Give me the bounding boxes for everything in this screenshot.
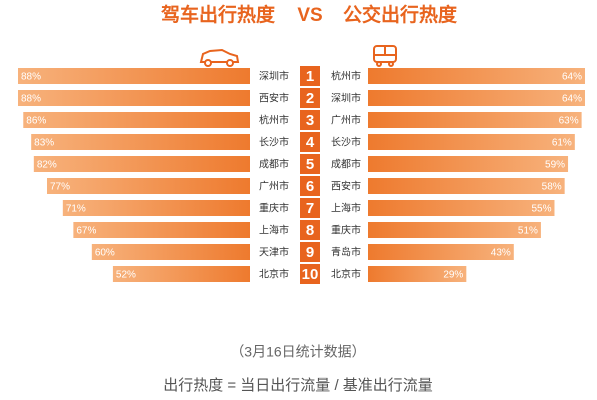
- rank-label: 4: [306, 134, 315, 151]
- rank-box: [300, 176, 320, 196]
- value-label: 59%: [545, 160, 565, 171]
- category-label: 长沙市: [259, 136, 289, 149]
- rank-box: [300, 242, 320, 262]
- category-label: 上海市: [331, 202, 361, 215]
- car-icon: [199, 48, 240, 67]
- value-label: 63%: [559, 116, 579, 127]
- category-label: 上海市: [259, 224, 289, 237]
- value-label: 64%: [562, 94, 582, 105]
- category-label: 重庆市: [259, 202, 289, 215]
- value-label: 58%: [542, 182, 562, 193]
- category-label: 深圳市: [331, 92, 361, 105]
- bar: [18, 90, 250, 106]
- rank-label: 9: [306, 244, 314, 261]
- rank-label: 8: [306, 222, 314, 239]
- category-label: 杭州市: [331, 70, 361, 83]
- formula: 出行热度 = 当日出行流量 / 基准出行流量: [163, 377, 433, 394]
- category-label: 北京市: [259, 268, 289, 281]
- category-label: 青岛市: [331, 246, 361, 259]
- category-label: 北京市: [331, 268, 361, 281]
- category-label: 广州市: [331, 114, 361, 127]
- bar: [73, 222, 250, 238]
- right-title: 公交出行热度: [343, 3, 458, 26]
- category-label: 深圳市: [259, 70, 289, 83]
- value-label: 29%: [443, 270, 463, 281]
- rank-label: 2: [306, 90, 314, 107]
- value-label: 64%: [562, 72, 582, 83]
- bar: [368, 244, 514, 260]
- rank-box: [300, 88, 320, 108]
- bus-icon: [373, 45, 397, 67]
- value-label: 88%: [21, 94, 41, 105]
- value-label: 51%: [518, 226, 538, 237]
- value-label: 55%: [531, 204, 551, 215]
- value-label: 77%: [50, 182, 70, 193]
- bar: [368, 200, 555, 216]
- bar: [31, 134, 250, 150]
- bar: [368, 112, 582, 128]
- rank-box: [300, 110, 320, 130]
- rank-label: 3: [306, 112, 314, 129]
- rank-label: 5: [306, 156, 314, 173]
- value-label: 82%: [37, 160, 57, 171]
- bar: [62, 200, 251, 216]
- category-label: 重庆市: [331, 224, 361, 237]
- rank-label: 6: [306, 178, 314, 195]
- rank-box: [300, 66, 320, 86]
- category-label: 广州市: [259, 180, 289, 193]
- category-label: 成都市: [331, 158, 361, 171]
- rank-box: [300, 154, 320, 174]
- category-label: 西安市: [259, 92, 289, 105]
- value-label: 60%: [95, 248, 115, 259]
- left-title: 驾车出行热度: [161, 3, 276, 26]
- category-label: 杭州市: [259, 114, 289, 127]
- bar: [368, 222, 541, 238]
- vs-label: VS: [297, 5, 322, 26]
- value-label: 52%: [116, 270, 136, 281]
- bar: [47, 178, 250, 194]
- category-label: 成都市: [259, 158, 289, 171]
- value-label: 43%: [491, 248, 511, 259]
- value-label: 88%: [21, 72, 41, 83]
- value-label: 86%: [26, 116, 46, 127]
- bar: [23, 112, 250, 128]
- bar: [368, 90, 585, 106]
- bar: [368, 178, 565, 194]
- rank-box: [300, 132, 320, 152]
- rank-label: 1: [306, 68, 314, 85]
- rank-box: [300, 220, 320, 240]
- rank-box: [300, 198, 320, 218]
- category-label: 长沙市: [331, 136, 361, 149]
- rank-label: 7: [306, 200, 314, 217]
- note: （3月16日统计数据）: [230, 344, 365, 360]
- category-label: 天津市: [259, 246, 289, 259]
- value-label: 83%: [34, 138, 54, 149]
- rank-label: 10: [302, 266, 319, 283]
- bar: [91, 244, 251, 260]
- bar: [368, 134, 575, 150]
- bar: [368, 156, 569, 172]
- value-label: 71%: [66, 204, 86, 215]
- bar: [18, 68, 250, 84]
- bar: [368, 68, 585, 84]
- category-label: 西安市: [331, 180, 361, 193]
- bar: [368, 266, 467, 282]
- bar: [112, 266, 250, 282]
- bar: [33, 156, 251, 172]
- rank-box: [300, 264, 320, 284]
- value-label: 61%: [552, 138, 572, 149]
- value-label: 67%: [76, 226, 96, 237]
